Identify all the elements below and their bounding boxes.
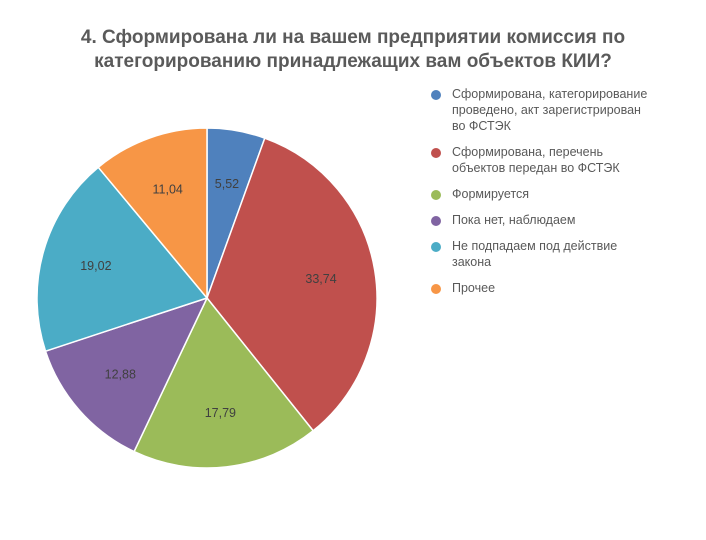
legend-swatch (431, 90, 441, 100)
legend-item: Пока нет, наблюдаем (431, 212, 701, 228)
legend-item: Формируется (431, 186, 701, 202)
legend-label: проведено, акт зарегистрирован (452, 103, 641, 117)
slice-value-label: 5,52 (215, 177, 239, 191)
legend-label: объектов передан во ФСТЭК (452, 161, 620, 175)
legend-swatch (431, 190, 441, 200)
pie-slice (206, 137, 378, 432)
chart-title-line-2: категорированию принадлежащих вам объект… (94, 51, 612, 72)
chart-title-line-1: 4. Сформирована ли на вашем предприятии … (80, 27, 626, 48)
slice-value-label: 19,02 (80, 259, 111, 273)
slice-value-label: 17,79 (205, 406, 236, 420)
legend-label: Пока нет, наблюдаем (452, 213, 576, 227)
legend-label: закона (452, 255, 492, 269)
legend-swatch (431, 148, 441, 158)
legend-label: Прочее (452, 281, 496, 295)
pie-slice (133, 296, 315, 469)
legend-swatch (431, 242, 441, 252)
slice-value-label: 11,04 (153, 182, 183, 196)
pie-slice (36, 166, 209, 353)
legend-item: Не подпадаем под действие закона (431, 238, 701, 270)
pie-slice (44, 296, 209, 453)
slice-value-label: 33,74 (305, 272, 336, 286)
legend-label: Сформирована, перечень (452, 145, 604, 159)
legend-item: Сформирована, категорирование проведено, … (431, 86, 701, 134)
legend-item: Прочее (431, 280, 701, 296)
slice-value-label: 12,88 (105, 367, 136, 381)
chart-title: 4. Сформирована ли на вашем предприятии … (40, 26, 666, 74)
legend-label: Сформирована, категорирование (452, 87, 648, 101)
legend-swatch (431, 216, 441, 226)
legend-swatch (431, 284, 441, 294)
legend-label: Не подпадаем под действие (452, 239, 618, 253)
pie-slice (97, 127, 208, 301)
legend-label: во ФСТЭК (452, 119, 511, 133)
chart-legend: Сформирована, категорирование проведено, … (431, 86, 701, 306)
legend-item: Сформирована, перечень объектов передан в… (431, 144, 701, 176)
legend-label: Формируется (452, 187, 530, 201)
